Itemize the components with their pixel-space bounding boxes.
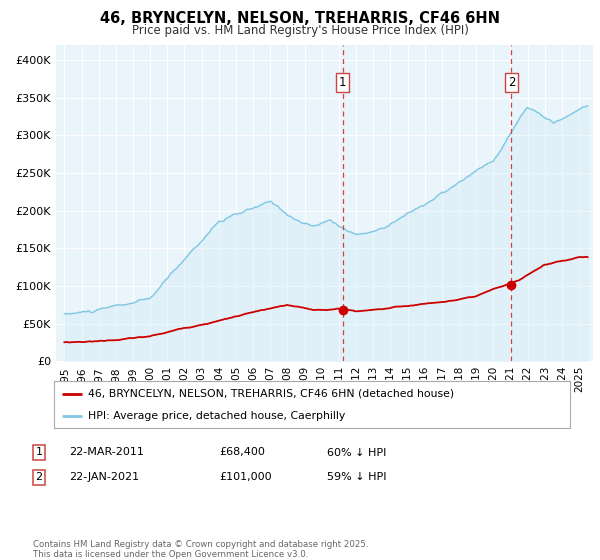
Text: 2: 2 — [508, 76, 515, 89]
Text: £68,400: £68,400 — [219, 447, 265, 458]
Text: 1: 1 — [339, 76, 346, 89]
Text: 1: 1 — [35, 447, 43, 458]
Text: 59% ↓ HPI: 59% ↓ HPI — [327, 472, 386, 482]
Text: HPI: Average price, detached house, Caerphilly: HPI: Average price, detached house, Caer… — [88, 410, 345, 421]
Text: £101,000: £101,000 — [219, 472, 272, 482]
Text: 46, BRYNCELYN, NELSON, TREHARRIS, CF46 6HN: 46, BRYNCELYN, NELSON, TREHARRIS, CF46 6… — [100, 11, 500, 26]
Text: 22-MAR-2011: 22-MAR-2011 — [69, 447, 144, 458]
Text: 22-JAN-2021: 22-JAN-2021 — [69, 472, 139, 482]
Text: 60% ↓ HPI: 60% ↓ HPI — [327, 447, 386, 458]
Text: Contains HM Land Registry data © Crown copyright and database right 2025.
This d: Contains HM Land Registry data © Crown c… — [33, 540, 368, 559]
Text: 46, BRYNCELYN, NELSON, TREHARRIS, CF46 6HN (detached house): 46, BRYNCELYN, NELSON, TREHARRIS, CF46 6… — [88, 389, 454, 399]
Text: Price paid vs. HM Land Registry's House Price Index (HPI): Price paid vs. HM Land Registry's House … — [131, 24, 469, 37]
Text: 2: 2 — [35, 472, 43, 482]
